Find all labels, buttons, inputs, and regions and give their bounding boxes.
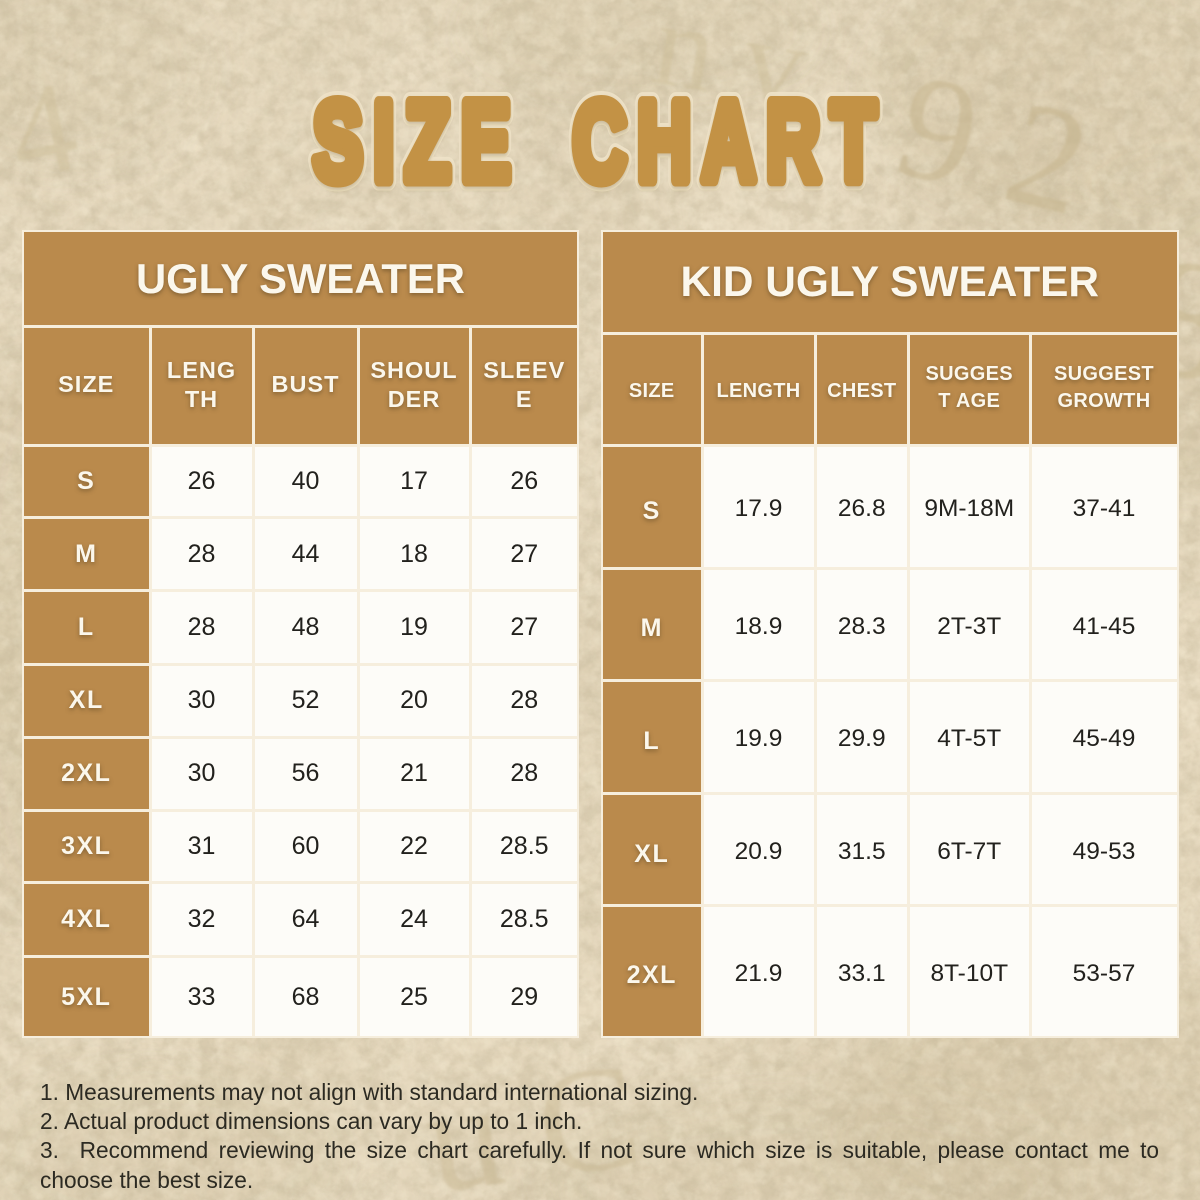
- svg-text:u C: u C: [416, 1031, 650, 1200]
- svg-text:n v: n v: [645, 0, 816, 133]
- svg-text:SIZE CHART: SIZE CHART: [313, 80, 887, 205]
- svg-text:SIZE CHART: SIZE CHART: [313, 80, 887, 205]
